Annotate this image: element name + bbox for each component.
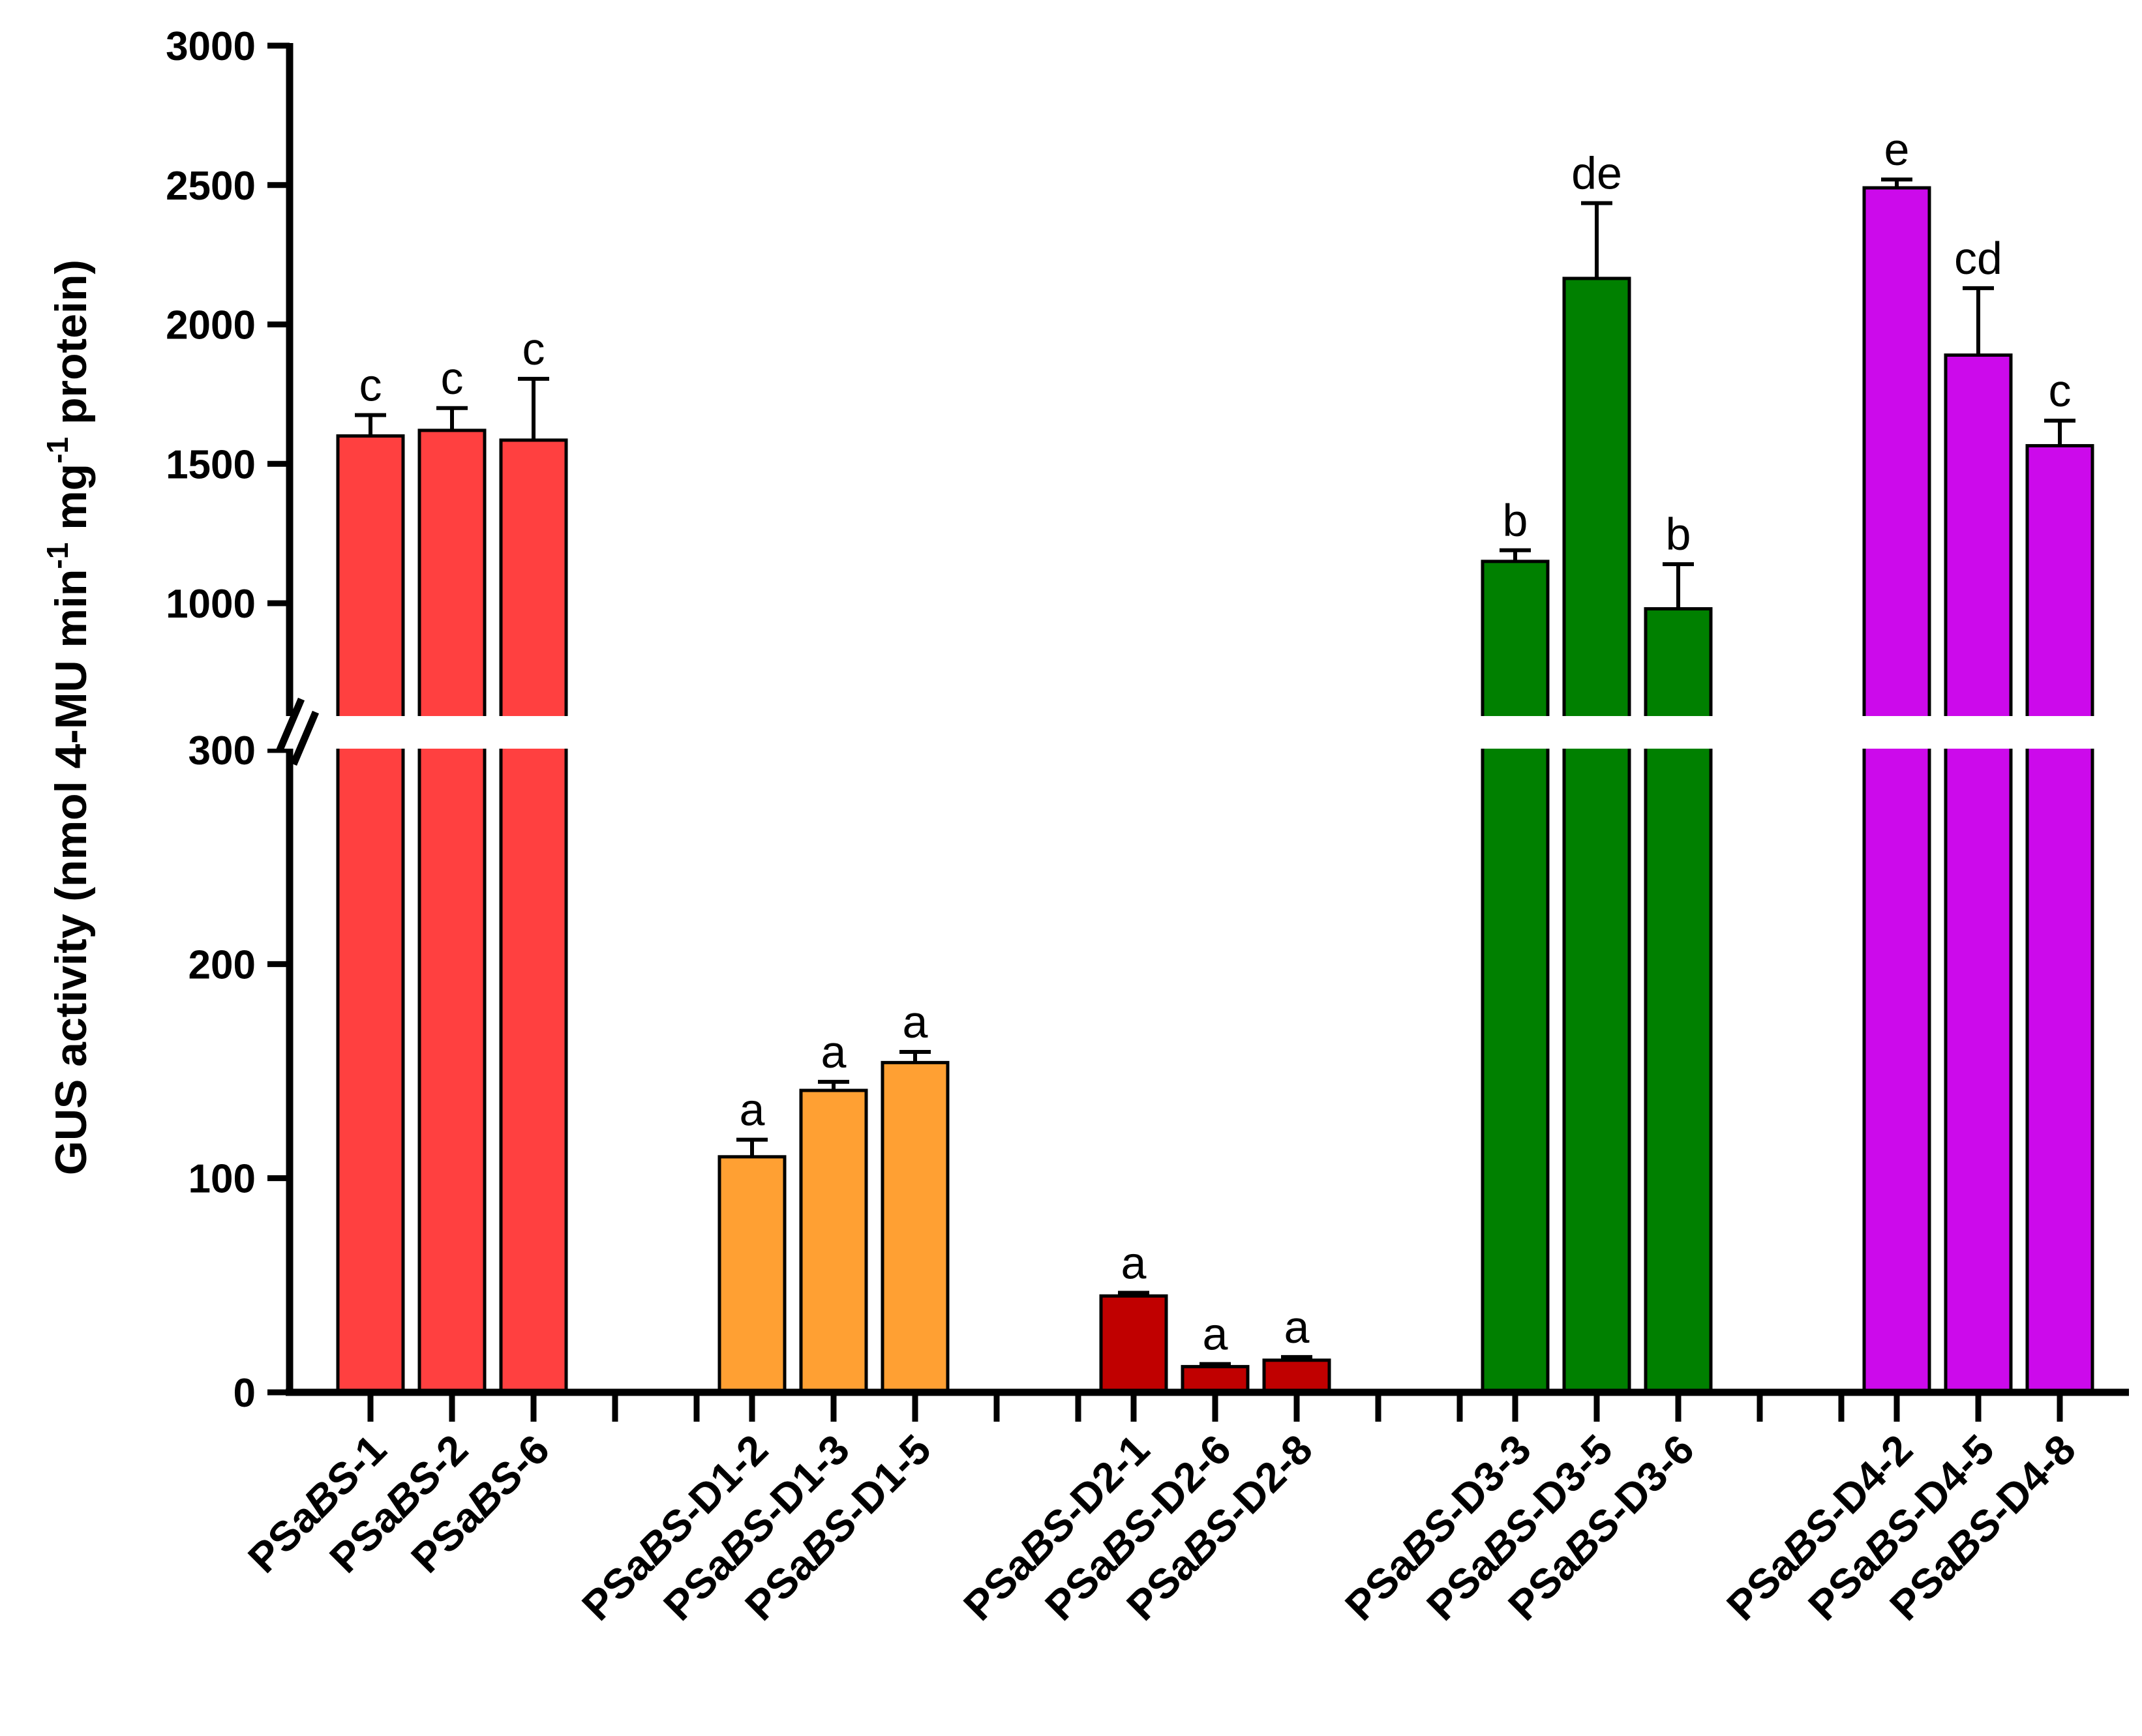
category-labels-layer: PSaBS-1PSaBS-2PSaBS-6PSaBS-D1-2PSaBS-D1-… (239, 1426, 2085, 1629)
axis-break-slash-2 (290, 710, 320, 766)
bar-PSaBS-D4-8 (2025, 443, 2094, 1394)
y-tick-label-2000: 2000 (166, 303, 256, 348)
sig-label-PSaBS-6: c (522, 323, 545, 374)
bar-PSaBS-D2-1 (1099, 1294, 1168, 1394)
y-tick-label-100: 100 (189, 1157, 256, 1202)
bar-PSaBS-2 (417, 428, 487, 1394)
bar-PSaBS-D1-5 (881, 1060, 950, 1394)
axis-break-gap (261, 716, 2133, 749)
significance-labels-layer: c c c a a a a a a b de b e cd c (359, 124, 2072, 1359)
bar-PSaBS-D4-2 (1862, 186, 1931, 1394)
sig-label-PSaBS-D1-5: a (903, 996, 928, 1047)
axis-break-layer (261, 697, 2133, 766)
y-tick-label-1000: 1000 (166, 582, 256, 627)
bar-PSaBS-D3-3 (1481, 560, 1550, 1394)
sig-label-PSaBS-D3-6: b (1666, 509, 1691, 560)
y-axis-title-part1: GUS activity (nmol 4-MU min (46, 569, 96, 1175)
bar-PSaBS-D3-5 (1562, 277, 1631, 1394)
sig-label-PSaBS-D4-8: c (2049, 365, 2072, 416)
y-tick-label-3000: 3000 (166, 24, 256, 69)
bar-PSaBS-D4-5 (1944, 353, 2013, 1394)
bar-PSaBS-D2-6 (1181, 1365, 1250, 1394)
sig-label-PSaBS-1: c (359, 359, 382, 410)
y-axis-title-part2: mg (46, 464, 96, 543)
y-tick-label-0: 0 (234, 1371, 256, 1416)
y-axis-title: GUS activity (nmol 4-MU min-1 mg-1 prote… (40, 260, 96, 1175)
bars-layer (336, 186, 2094, 1394)
axis-break-slash-1 (275, 697, 305, 753)
bar-PSaBS-D1-3 (799, 1088, 868, 1394)
x-ticks-layer (367, 1392, 2063, 1422)
sig-label-PSaBS-D3-5: de (1571, 148, 1622, 199)
sig-label-PSaBS-D2-1: a (1121, 1237, 1147, 1288)
bar-PSaBS-D1-2 (717, 1155, 787, 1394)
bar-PSaBS-D2-8 (1262, 1358, 1331, 1394)
sig-label-PSaBS-D4-5: cd (1954, 233, 2002, 284)
y-ticks-layer: 0 100 200 300 1000 1500 2000 2500 3000 (166, 24, 290, 1416)
y-axis-title-sup1: -1 (40, 543, 74, 569)
y-axis-title-part3: protein) (46, 260, 96, 437)
bar-PSaBS-6 (499, 438, 568, 1394)
bar-PSaBS-1 (336, 434, 405, 1394)
sig-label-PSaBS-D4-2: e (1884, 124, 1910, 175)
error-bars-layer (355, 177, 2075, 1367)
y-tick-label-300: 300 (189, 728, 256, 773)
y-tick-label-200: 200 (189, 942, 256, 987)
y-tick-label-2500: 2500 (166, 164, 256, 209)
sig-label-PSaBS-2: c (441, 353, 464, 404)
y-axis-title-sup2: -1 (40, 437, 74, 464)
sig-label-PSaBS-D2-6: a (1203, 1309, 1228, 1360)
sig-label-PSaBS-D1-2: a (740, 1085, 765, 1135)
sig-label-PSaBS-D2-8: a (1284, 1302, 1310, 1353)
sig-label-PSaBS-D3-3: b (1503, 495, 1528, 546)
y-tick-label-1500: 1500 (166, 442, 256, 487)
sig-label-PSaBS-D1-3: a (821, 1026, 847, 1077)
